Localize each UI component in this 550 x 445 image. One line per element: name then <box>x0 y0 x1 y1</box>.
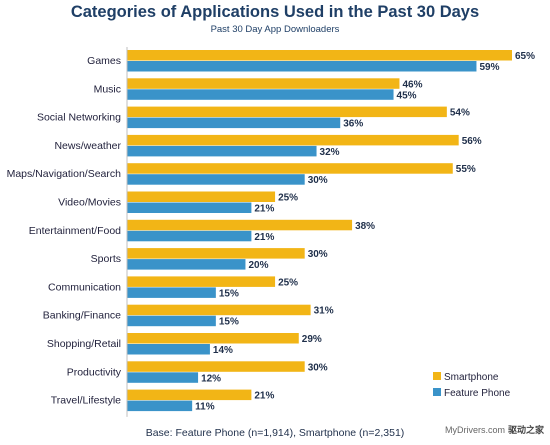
value-label-feature-phone-sports: 20% <box>248 260 268 271</box>
legend-label-smartphone: Smartphone <box>444 372 499 383</box>
value-label-feature-phone-productivity: 12% <box>201 373 221 384</box>
bar-feature-phone-music <box>127 89 394 100</box>
value-label-feature-phone-communication: 15% <box>219 288 239 299</box>
site-watermark: MyDrivers.com 驱动之家 <box>445 423 544 436</box>
bar-feature-phone-shopping-retail <box>127 344 210 355</box>
value-label-smartphone-video-movies: 25% <box>278 193 298 204</box>
bar-smartphone-communication <box>127 276 276 287</box>
bar-smartphone-shopping-retail <box>127 333 299 344</box>
bar-feature-phone-news-weather <box>127 145 317 157</box>
legend-swatch-feature-phone <box>433 388 441 396</box>
category-label-productivity: Productivity <box>67 366 122 378</box>
bar-feature-phone-video-movies <box>127 202 252 213</box>
value-label-smartphone-news-weather: 56% <box>462 136 482 147</box>
watermark-cn: 驱动之家 <box>507 425 544 435</box>
chart-subtitle: Past 30 Day App Downloaders <box>210 24 340 35</box>
base-footnote: Base: Feature Phone (n=1,914), Smartphon… <box>145 427 405 439</box>
bar-smartphone-maps-navigation-search <box>127 163 453 174</box>
value-label-smartphone-productivity: 30% <box>308 362 328 373</box>
bar-feature-phone-communication <box>127 287 216 298</box>
category-label-shopping-retail: Shopping/Retail <box>47 338 121 350</box>
value-label-smartphone-communication: 25% <box>278 277 298 288</box>
value-label-smartphone-banking-finance: 31% <box>314 306 334 317</box>
category-label-travel-lifestyle: Travel/Lifestyle <box>51 395 121 407</box>
category-label-music: Music <box>94 83 121 95</box>
value-label-smartphone-sports: 30% <box>308 249 328 260</box>
bar-feature-phone-games <box>127 61 477 72</box>
value-label-smartphone-shopping-retail: 29% <box>302 334 322 345</box>
bar-feature-phone-travel-lifestyle <box>127 400 193 412</box>
value-label-smartphone-music: 46% <box>402 79 422 90</box>
bar-smartphone-social-networking <box>127 106 447 118</box>
bar-feature-phone-entertainment-food <box>127 230 252 242</box>
category-label-games: Games <box>87 55 121 67</box>
chart-title: Categories of Applications Used in the P… <box>70 3 480 21</box>
watermark-site: MyDrivers.com <box>444 425 505 435</box>
bar-smartphone-entertainment-food <box>127 219 353 231</box>
category-label-entertainment-food: Entertainment/Food <box>29 225 121 237</box>
category-label-social-networking: Social Networking <box>37 112 121 124</box>
bar-chart: Games 65% 59% Music 46%45% Social Networking 5… <box>7 47 535 417</box>
bar-feature-phone-productivity <box>127 372 199 383</box>
value-label-smartphone-entertainment-food: 38% <box>355 221 375 232</box>
legend-swatch-smartphone <box>433 372 441 380</box>
bar-smartphone-news-weather <box>127 134 459 146</box>
bar-feature-phone-sports <box>127 259 246 270</box>
value-label-smartphone-maps-navigation-search: 55% <box>456 164 476 175</box>
value-label-feature-phone-banking-finance: 15% <box>219 317 239 328</box>
bar-feature-phone-maps-navigation-search <box>127 174 305 185</box>
bar-feature-phone-banking-finance <box>127 315 216 327</box>
bar-smartphone-banking-finance <box>127 304 311 316</box>
category-label-news-weather: News/weather <box>54 140 121 152</box>
legend-label-feature-phone: Feature Phone <box>444 388 511 399</box>
category-label-video-movies: Video/Movies <box>58 197 121 209</box>
bar-smartphone-travel-lifestyle <box>127 389 252 401</box>
value-label-feature-phone-games: 59% <box>479 62 499 73</box>
bar-smartphone-video-movies <box>127 191 276 202</box>
bar-smartphone-games <box>127 50 512 61</box>
bar-smartphone-productivity <box>127 361 305 372</box>
value-label-feature-phone-social-networking: 36% <box>343 119 363 130</box>
category-label-communication: Communication <box>48 281 121 293</box>
value-label-smartphone-travel-lifestyle: 21% <box>254 391 274 402</box>
category-label-banking-finance: Banking/Finance <box>43 310 121 322</box>
bar-smartphone-sports <box>127 248 305 259</box>
value-label-feature-phone-video-movies: 21% <box>254 204 274 215</box>
category-label-maps-navigation-search: Maps/Navigation/Search <box>7 168 122 180</box>
bar-smartphone-music <box>127 78 400 89</box>
category-label-sports: Sports <box>91 253 121 265</box>
value-label-feature-phone-travel-lifestyle: 11% <box>195 402 215 413</box>
value-label-feature-phone-entertainment-food: 21% <box>254 232 274 243</box>
value-label-feature-phone-maps-navigation-search: 30% <box>308 175 328 186</box>
value-label-smartphone-games: 65% <box>515 51 535 62</box>
value-label-feature-phone-music: 45% <box>397 90 417 101</box>
bar-feature-phone-social-networking <box>127 117 341 129</box>
value-label-smartphone-social-networking: 54% <box>450 108 470 119</box>
value-label-feature-phone-shopping-retail: 14% <box>213 345 233 356</box>
value-label-feature-phone-news-weather: 32% <box>320 147 340 158</box>
